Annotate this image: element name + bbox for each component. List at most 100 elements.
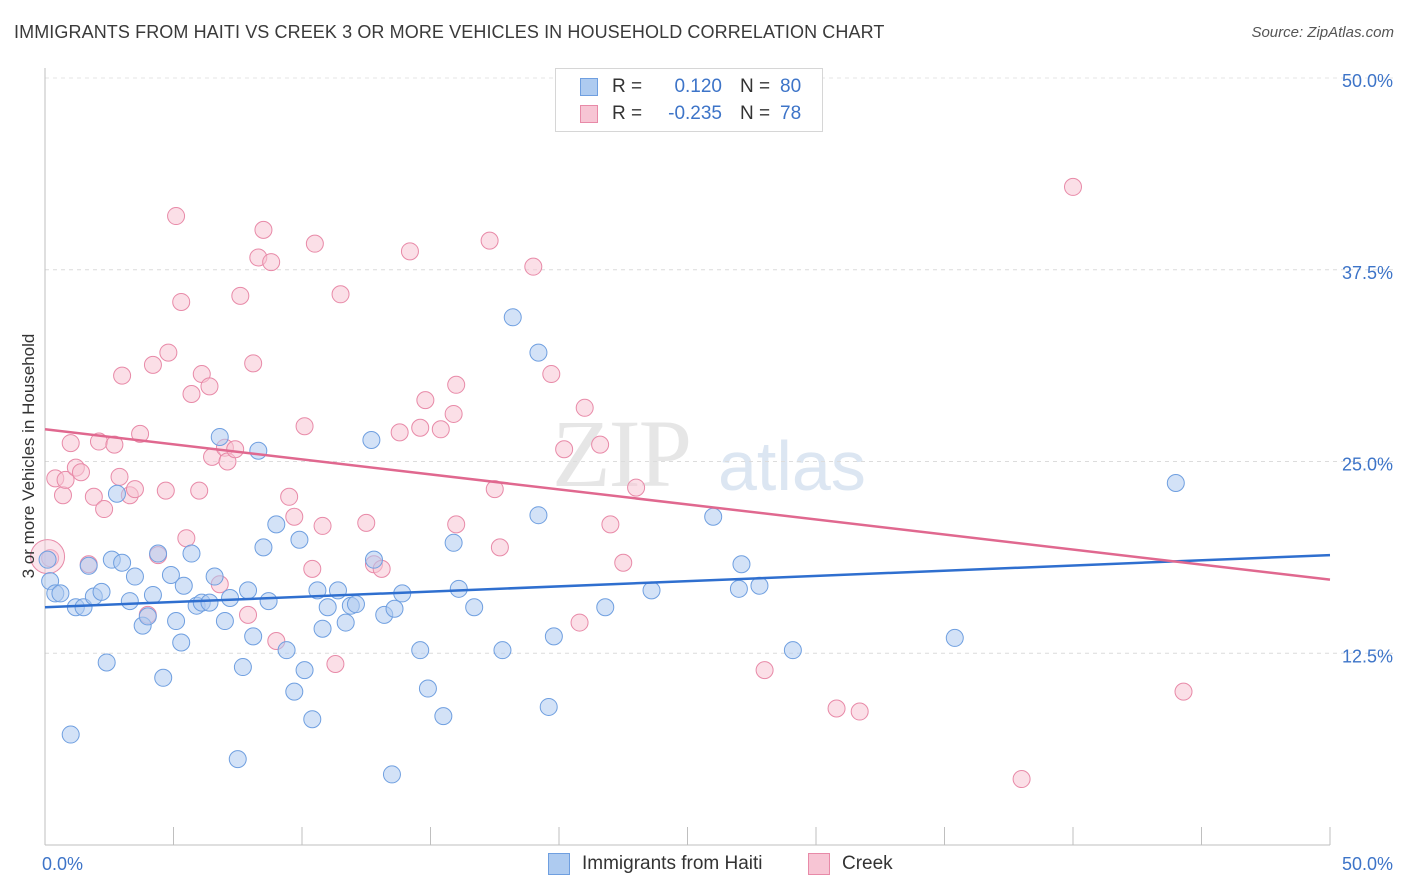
creek-point xyxy=(431,420,450,439)
creek-points xyxy=(30,177,1193,789)
haiti-point xyxy=(444,533,463,552)
haiti-point xyxy=(539,697,558,716)
haiti-point xyxy=(529,343,548,362)
bottom-legend-creek: Creek xyxy=(808,852,893,876)
creek-point xyxy=(1012,770,1031,789)
legend-r-value: 0.120 xyxy=(674,76,722,97)
haiti-point xyxy=(729,579,748,598)
haiti-point xyxy=(346,595,365,614)
haiti-point xyxy=(154,668,173,687)
legend-n-value: 78 xyxy=(780,103,802,124)
haiti-point xyxy=(228,750,247,769)
haiti-point xyxy=(336,613,355,632)
watermark-zip: ZIP xyxy=(552,400,692,507)
haiti-point xyxy=(174,576,193,595)
haiti-point xyxy=(465,598,484,617)
haiti-point xyxy=(303,710,322,729)
haiti-point xyxy=(732,555,751,574)
haiti-point xyxy=(259,592,278,611)
x-tick-label: 50.0% xyxy=(1342,854,1393,874)
creek-point xyxy=(159,343,178,362)
haiti-point xyxy=(167,612,186,631)
creek-point xyxy=(190,481,209,500)
haiti-point xyxy=(382,765,401,784)
y-tick-label: 12.5% xyxy=(1342,646,1393,666)
axes xyxy=(44,68,1331,846)
bottom-legend-haiti: Immigrants from Haiti xyxy=(548,852,763,876)
haiti-points xyxy=(38,308,1185,784)
creek-point xyxy=(172,292,191,311)
haiti-point xyxy=(51,584,70,603)
creek-point xyxy=(254,220,273,239)
creek-point xyxy=(411,418,430,437)
creek-point xyxy=(167,207,186,226)
y-axis-label: 3 or more Vehicles in Household xyxy=(19,334,38,579)
creek-point xyxy=(447,375,466,394)
correlation-legend: R = 0.120 N = 80 R = -0.235 N = 78 xyxy=(555,68,823,132)
creek-point xyxy=(61,434,80,453)
watermark-atlas: atlas xyxy=(718,427,866,505)
bottom-legend-label-haiti: Immigrants from Haiti xyxy=(582,853,763,874)
creek-point xyxy=(1064,177,1082,196)
y-tick-label: 37.5% xyxy=(1342,263,1393,283)
creek-point xyxy=(444,404,463,423)
haiti-point xyxy=(125,567,144,586)
haiti-point xyxy=(92,582,111,601)
creek-point xyxy=(280,487,299,506)
creek-point xyxy=(601,515,620,534)
creek-point xyxy=(357,513,376,532)
haiti-point xyxy=(503,308,522,327)
haiti-point xyxy=(313,619,332,638)
haiti-point xyxy=(945,628,964,647)
haiti-point xyxy=(113,553,132,572)
legend-n-value: 80 xyxy=(780,76,802,97)
haiti-point xyxy=(493,641,512,660)
haiti-point xyxy=(783,641,802,660)
creek-point xyxy=(84,487,103,506)
haiti-point xyxy=(172,633,191,652)
creek-point xyxy=(524,257,543,276)
creek-point xyxy=(182,385,201,404)
creek-point xyxy=(53,486,72,505)
y-tick-label: 25.0% xyxy=(1342,455,1393,475)
haiti-point xyxy=(434,707,453,726)
creek-point xyxy=(326,654,345,673)
creek-point xyxy=(177,529,196,548)
haiti-point xyxy=(318,598,337,617)
creek-point xyxy=(143,355,162,374)
creek-point xyxy=(485,480,504,499)
creek-trend-line xyxy=(44,428,1331,581)
haiti-point xyxy=(143,585,162,604)
creek-point xyxy=(110,467,129,486)
creek-point xyxy=(570,613,589,632)
creek-point xyxy=(827,699,846,718)
haiti-point xyxy=(704,507,723,526)
haiti-point xyxy=(210,427,229,446)
chart-title: IMMIGRANTS FROM HAITI VS CREEK 3 OR MORE… xyxy=(14,22,885,42)
haiti-point xyxy=(79,556,98,575)
creek-point xyxy=(156,481,175,500)
haiti-point xyxy=(97,653,116,672)
haiti-point xyxy=(267,515,286,534)
haiti-point xyxy=(161,566,180,585)
haiti-point xyxy=(200,593,219,612)
haiti-point xyxy=(239,581,258,600)
haiti-point xyxy=(107,484,126,503)
creek-point xyxy=(480,231,499,250)
bottom-legend-label-creek: Creek xyxy=(842,853,893,874)
creek-point xyxy=(331,285,350,304)
haiti-point xyxy=(233,658,252,677)
legend-swatch-haiti xyxy=(580,78,598,96)
creek-point xyxy=(231,286,250,305)
haiti-point xyxy=(205,567,224,586)
bottom-legend-swatch-haiti xyxy=(548,853,570,875)
haiti-point xyxy=(385,599,404,618)
tick-labels: 12.5% 25.0% 37.5% 50.0% 0.0% 50.0% 3 or more V… xyxy=(19,71,1393,874)
legend-swatch-creek xyxy=(580,105,598,123)
creek-point xyxy=(303,559,322,578)
haiti-point xyxy=(61,725,80,744)
creek-point xyxy=(295,417,314,436)
haiti-point xyxy=(596,598,615,617)
haiti-point xyxy=(642,581,661,600)
